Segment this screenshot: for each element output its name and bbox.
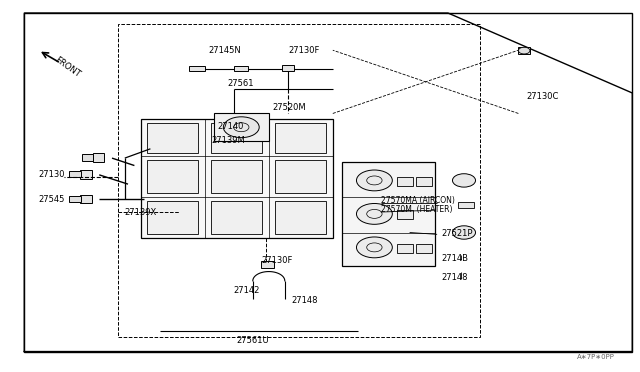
Bar <box>282 65 294 71</box>
Bar <box>69 196 81 202</box>
Bar <box>275 160 326 193</box>
Bar <box>416 177 432 186</box>
Circle shape <box>356 237 392 258</box>
Bar <box>69 171 81 177</box>
Bar <box>416 244 432 253</box>
Bar <box>275 201 326 234</box>
Bar <box>397 210 413 219</box>
Circle shape <box>356 170 392 191</box>
Text: 27570MA (AIRCON): 27570MA (AIRCON) <box>381 196 454 205</box>
Bar <box>93 153 104 162</box>
Text: 27545: 27545 <box>38 195 65 203</box>
Text: 27130F: 27130F <box>261 256 292 265</box>
Text: 27139X: 27139X <box>125 208 157 217</box>
Bar <box>141 119 333 238</box>
Bar <box>80 170 92 179</box>
Bar <box>189 66 205 71</box>
Bar <box>211 201 262 234</box>
Bar <box>118 24 480 337</box>
Text: 27139M: 27139M <box>211 136 245 145</box>
Bar <box>397 177 413 186</box>
Text: 27130C: 27130C <box>526 92 559 101</box>
Bar <box>214 113 269 141</box>
Text: 27148: 27148 <box>442 273 468 282</box>
Bar <box>82 154 93 161</box>
Text: 27520M: 27520M <box>272 103 306 112</box>
Text: 27130F: 27130F <box>288 46 319 55</box>
Bar <box>80 195 92 203</box>
Text: 27521P: 27521P <box>442 229 473 238</box>
Circle shape <box>452 174 476 187</box>
Bar <box>261 261 274 268</box>
Text: 27145N: 27145N <box>208 46 241 55</box>
Bar <box>518 47 530 54</box>
Bar <box>397 244 413 253</box>
Text: 27148: 27148 <box>291 296 317 305</box>
Bar <box>342 162 435 266</box>
Text: 27140: 27140 <box>218 122 244 131</box>
Bar <box>211 123 262 153</box>
Bar <box>147 160 198 193</box>
Text: 27570M  (HEATER): 27570M (HEATER) <box>381 205 452 214</box>
Text: FRONT: FRONT <box>52 55 81 79</box>
Text: 27561: 27561 <box>227 79 253 88</box>
Bar <box>234 66 248 71</box>
Circle shape <box>223 117 259 138</box>
Bar <box>211 160 262 193</box>
Text: 27561U: 27561U <box>237 336 269 344</box>
Circle shape <box>518 47 530 54</box>
Text: 2714B: 2714B <box>442 254 468 263</box>
Circle shape <box>356 203 392 224</box>
Bar <box>275 123 326 153</box>
Bar <box>147 123 198 153</box>
Text: A∗7P∗0PP: A∗7P∗0PP <box>577 354 614 360</box>
Text: 27130: 27130 <box>38 170 65 179</box>
Bar <box>458 202 474 208</box>
Circle shape <box>452 226 476 239</box>
Bar <box>147 201 198 234</box>
Text: 27142: 27142 <box>234 286 260 295</box>
